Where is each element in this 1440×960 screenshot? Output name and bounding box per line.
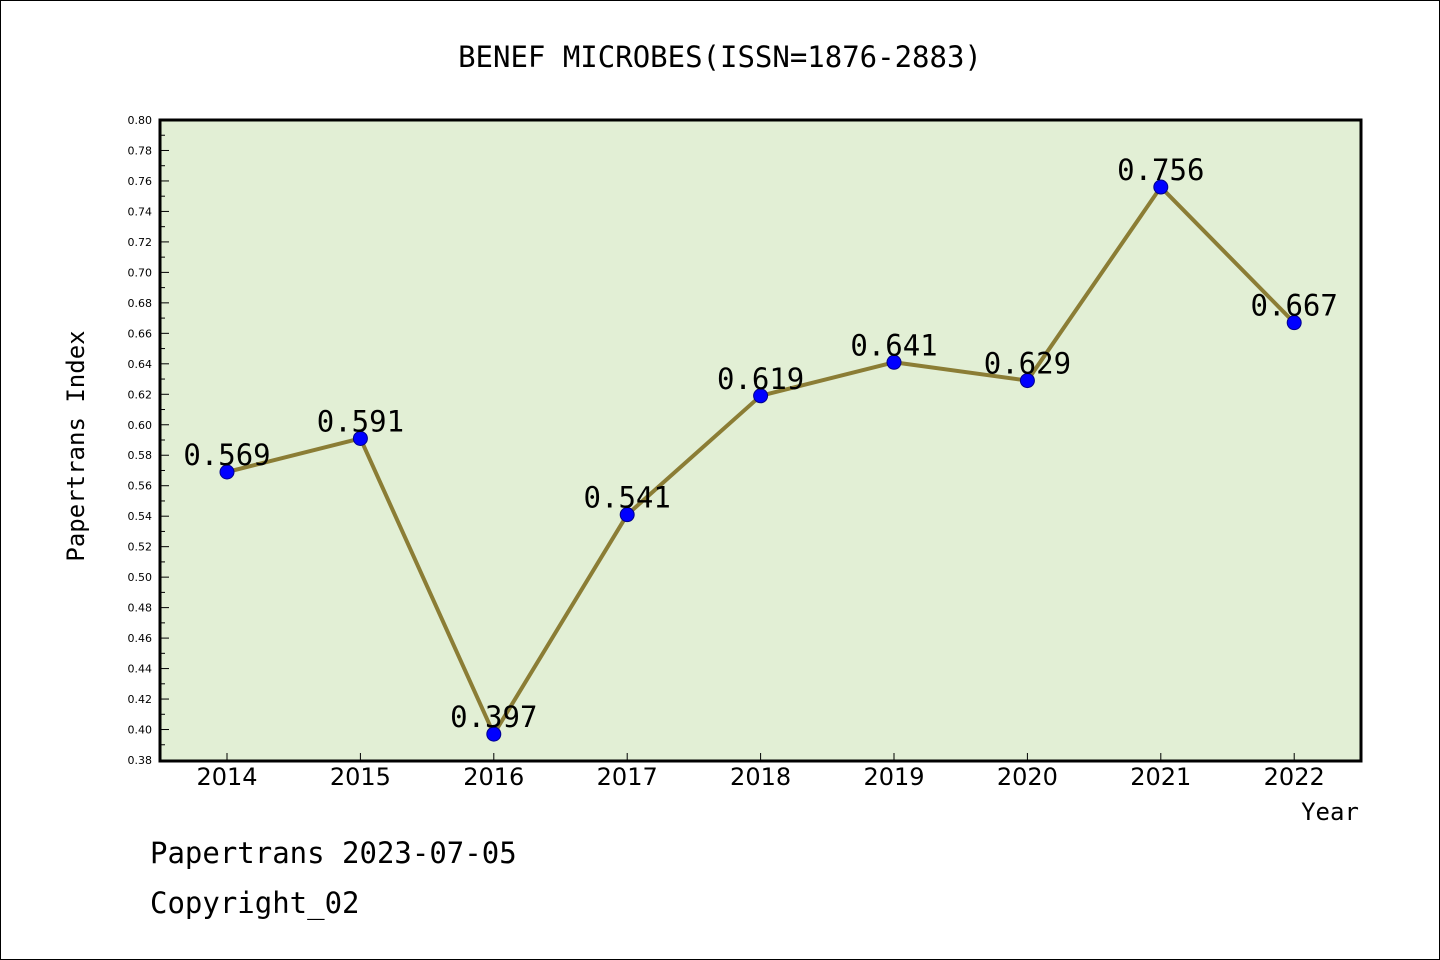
x-tick-label: 2017 — [597, 763, 658, 791]
y-axis-label: Papertrans Index — [62, 330, 90, 561]
y-tick-label: 0.56 — [128, 480, 153, 493]
data-label: 0.629 — [984, 347, 1071, 381]
data-point — [1286, 315, 1302, 331]
y-tick-label: 0.58 — [128, 449, 153, 462]
data-label: 0.619 — [717, 362, 804, 396]
y-tick-label: 0.44 — [128, 663, 153, 676]
y-tick-label: 0.50 — [128, 571, 153, 584]
x-tick-label: 2021 — [1130, 763, 1191, 791]
x-tick-label: 2016 — [463, 763, 524, 791]
data-point — [1153, 179, 1169, 195]
y-tick-label: 0.64 — [128, 358, 153, 371]
data-label: 0.641 — [850, 328, 937, 362]
data-point — [1019, 373, 1035, 389]
y-tick-label: 0.46 — [128, 632, 153, 645]
footer-copyright: Copyright_02 — [150, 886, 360, 920]
data-point — [486, 726, 502, 742]
footer-date: Papertrans 2023-07-05 — [150, 836, 517, 870]
y-axis: 0.38 0.40 0.42 0.44 0.46 0.48 0.50 0.52 0.54 0.56… — [128, 114, 169, 767]
y-tick-label: 0.54 — [128, 510, 153, 523]
y-tick-label: 0.80 — [128, 114, 153, 127]
data-label: 0.756 — [1117, 153, 1204, 187]
y-tick-label: 0.38 — [128, 754, 153, 767]
y-tick-label: 0.40 — [128, 724, 153, 737]
x-axis: 2014 2015 2016 2017 2018 2019 2020 2021 2022 — [196, 753, 1325, 791]
data-label: 0.591 — [317, 404, 404, 438]
x-tick-label: 2014 — [196, 763, 257, 791]
data-point — [219, 464, 235, 480]
data-point — [352, 430, 368, 446]
y-tick-label: 0.76 — [128, 175, 153, 188]
x-tick-label: 2018 — [730, 763, 791, 791]
y-tick-label: 0.48 — [128, 602, 153, 615]
x-tick-label: 2020 — [997, 763, 1058, 791]
y-tick-label: 0.42 — [128, 693, 153, 706]
data-label: 0.569 — [183, 438, 270, 472]
chart-title: BENEF MICROBES(ISSN=1876-2883) — [458, 40, 982, 74]
x-axis-label: Year — [1301, 798, 1359, 826]
data-label: 0.397 — [450, 700, 537, 734]
x-tick-label: 2022 — [1264, 763, 1325, 791]
y-tick-label: 0.68 — [128, 297, 153, 310]
data-label: 0.667 — [1251, 289, 1338, 323]
y-tick-label: 0.70 — [128, 266, 153, 279]
y-tick-label: 0.62 — [128, 388, 153, 401]
y-tick-label: 0.52 — [128, 541, 153, 554]
x-tick-label: 2019 — [863, 763, 924, 791]
plot-area — [158, 118, 1363, 763]
x-tick-label: 2015 — [330, 763, 391, 791]
y-tick-label: 0.72 — [128, 236, 153, 249]
data-point — [886, 354, 902, 370]
data-label: 0.541 — [584, 481, 671, 515]
y-tick-label: 0.66 — [128, 327, 153, 340]
data-point — [753, 388, 769, 404]
y-tick-label: 0.74 — [128, 205, 153, 218]
data-point — [619, 507, 635, 523]
y-tick-label: 0.78 — [128, 144, 153, 157]
y-tick-label: 0.60 — [128, 419, 153, 432]
data-series: 0.569 0.591 0.397 0.541 0.619 0.641 0.629 0.756… — [183, 153, 1338, 742]
